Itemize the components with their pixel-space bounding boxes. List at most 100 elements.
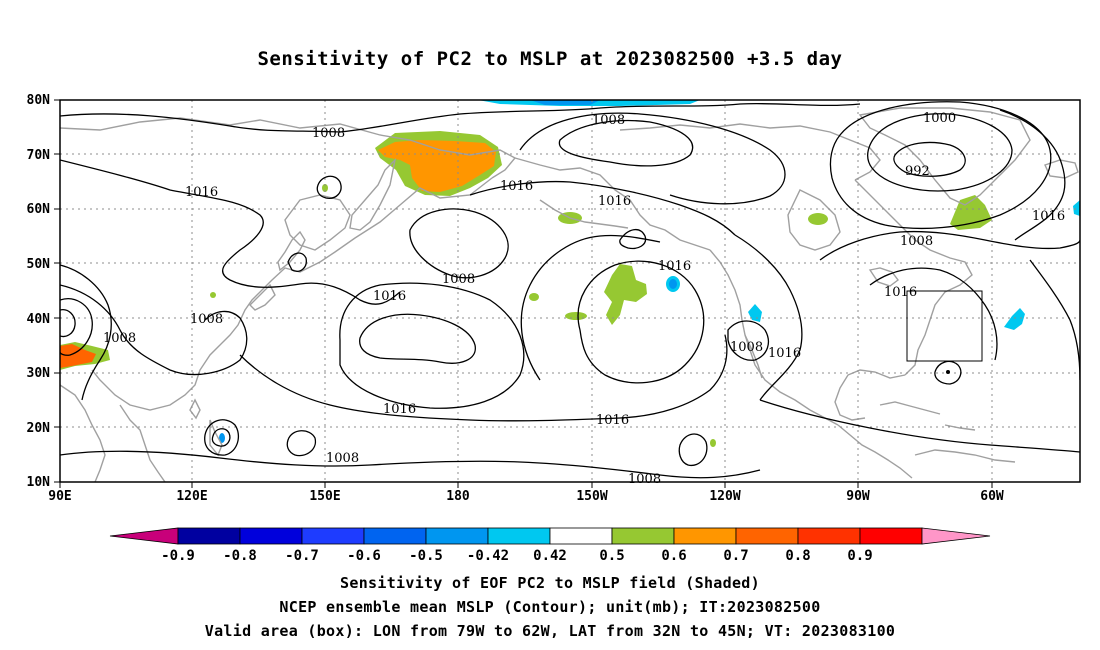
bermuda-dot [946, 370, 950, 374]
lat-label-10n: 10N [27, 475, 51, 490]
lat-label-30n: 30N [27, 366, 51, 381]
coastline-east-asia [91, 177, 493, 411]
coastline-caribbean [879, 401, 976, 431]
contour-1016-pacific-high-outer [339, 282, 525, 409]
colorbar-swatch [797, 527, 861, 545]
colorbar-swatch [611, 527, 675, 545]
contour-1008-low-tropic-a [286, 430, 317, 457]
contour-1008-aleutian-low [409, 208, 509, 279]
colorbar-tick-label: -0.7 [285, 548, 319, 564]
coastline-east-coast-na [854, 179, 973, 376]
contour-1016-east-atlantic [1029, 259, 1080, 381]
negative-sensitivity-west-us [748, 304, 762, 322]
colorbar-tick-label: -0.6 [347, 548, 381, 564]
valid-area-box [906, 290, 983, 362]
positive-sensitivity-india-core [60, 344, 96, 368]
map-title: Sensitivity of PC2 to MSLP at 2023082500… [257, 48, 843, 70]
colorbar-swatch [735, 527, 799, 545]
positive-sensitivity-chukchi-core [378, 140, 496, 192]
contour-labels: 1008 1016 1008 1016 1016 1000 992 1016 1… [103, 111, 1065, 487]
colorbar-swatch [673, 527, 737, 545]
coastline-indochina [119, 404, 166, 482]
contour-1016-mid-atlantic [869, 267, 998, 361]
negative-sensitivity-ne-pacific-core [669, 279, 677, 289]
colorbar-swatch [859, 527, 923, 545]
caption-line-3: Valid area (box): LON from 79W to 62W, L… [204, 622, 896, 640]
colorbar [109, 527, 991, 545]
positive-sensitivity-pacific-b [565, 312, 587, 320]
label-1016-us: 1016 [768, 346, 801, 361]
label-1008-arctic-center: 1008 [592, 113, 625, 128]
coastline-japan [249, 230, 306, 311]
coastline-canada-arctic [619, 123, 881, 181]
contour-1008-greenland-outer [829, 101, 1052, 230]
lat-label-60n: 60N [27, 202, 51, 217]
label-1016-pacific-center: 1016 [373, 289, 406, 304]
latitude-labels: 80N 70N 60N 50N 40N 30N 20N 10N [27, 93, 51, 490]
colorbar-low-extension [109, 527, 179, 545]
axis-ticks [54, 99, 993, 488]
contour-1008-china-trough [60, 284, 248, 376]
colorbar-tick-label: 0.7 [723, 548, 748, 564]
negative-sensitivity-atlantic [1004, 308, 1025, 330]
colorbar-swatch [549, 527, 613, 545]
contour-992-greenland-low [893, 141, 966, 177]
contour-1016-bermuda [934, 360, 962, 385]
contour-1008-arctic-north [60, 102, 861, 133]
colorbar-tick-label: -0.8 [223, 548, 257, 564]
lon-label-180: 180 [446, 489, 470, 504]
lon-label-60w: 60W [980, 489, 1004, 504]
coastline-hudson-bay [787, 189, 841, 251]
colorbar-labels: -0.9 -0.8 -0.7 -0.6 -0.5 -0.42 0.42 0.5 0.6 0.7 0.… [161, 548, 873, 564]
map-frame [59, 99, 1081, 483]
contour-1016-alaska-gulf [619, 229, 647, 250]
colorbar-swatch [363, 527, 427, 545]
lat-label-70n: 70N [27, 148, 51, 163]
label-1008-tropics-east: 1008 [628, 472, 661, 487]
lon-label-150e: 150E [309, 489, 340, 504]
coastline-baja [744, 334, 763, 379]
contour-1008-southwest-us [727, 320, 769, 361]
lat-label-50n: 50N [27, 257, 51, 272]
contour-1016-bering [469, 180, 736, 236]
colorbar-tick-label: -0.42 [467, 548, 509, 564]
contour-1000-greenland-low [866, 113, 1013, 192]
coastline-south-america [914, 449, 1016, 463]
label-1016-kamchatka: 1016 [185, 185, 218, 200]
positive-sensitivity-pacific-c [604, 264, 647, 325]
label-1016-atlantic: 1016 [1032, 209, 1065, 224]
label-1016-hawaii: 1016 [596, 413, 629, 428]
lon-label-150w: 150W [576, 489, 607, 504]
mslp-contours [60, 101, 1080, 479]
label-1016-alaska: 1016 [500, 179, 533, 194]
coastline-west-coast-na [709, 249, 839, 426]
coastline-aleutians [539, 199, 629, 229]
contour-1008-small-low-a [316, 175, 342, 199]
lon-label-90w: 90W [846, 489, 870, 504]
label-1016-pacific-south: 1016 [383, 402, 416, 417]
contour-1008-typhoon-inner [211, 428, 231, 447]
lon-label-120e: 120E [176, 489, 207, 504]
label-1008-pacific-north: 1008 [442, 272, 475, 287]
colorbar-swatch [425, 527, 489, 545]
label-1008-china: 1008 [103, 331, 136, 346]
contour-1016-north-america [734, 234, 803, 401]
contour-1008-small-low-b [287, 252, 307, 272]
negative-sensitivity-arctic-core [530, 100, 600, 105]
colorbar-swatch [177, 527, 241, 545]
colorbar-tick-label: 0.5 [599, 548, 624, 564]
coastline-central-america [837, 424, 913, 479]
contour-1016-caribbean [759, 399, 1080, 453]
colorbar-tick-label: -0.5 [409, 548, 443, 564]
colorbar-tick-label: 0.6 [661, 548, 686, 564]
colorbar-tick-label: 0.42 [533, 548, 567, 564]
label-1016-east-coast: 1016 [884, 285, 917, 300]
contour-1016-atlantic-east [999, 109, 1066, 241]
label-1008-japan: 1008 [190, 312, 223, 327]
coastline-greenland [858, 107, 1031, 206]
label-992-greenland: 992 [905, 164, 930, 179]
contour-1016-eastern-pacific [520, 234, 661, 381]
graticule [60, 100, 1080, 482]
caption-line-2: NCEP ensemble mean MSLP (Contour); unit(… [279, 598, 821, 616]
longitude-labels: 90E 120E 150E 180 150W 120W 90W 60W [48, 489, 1004, 504]
